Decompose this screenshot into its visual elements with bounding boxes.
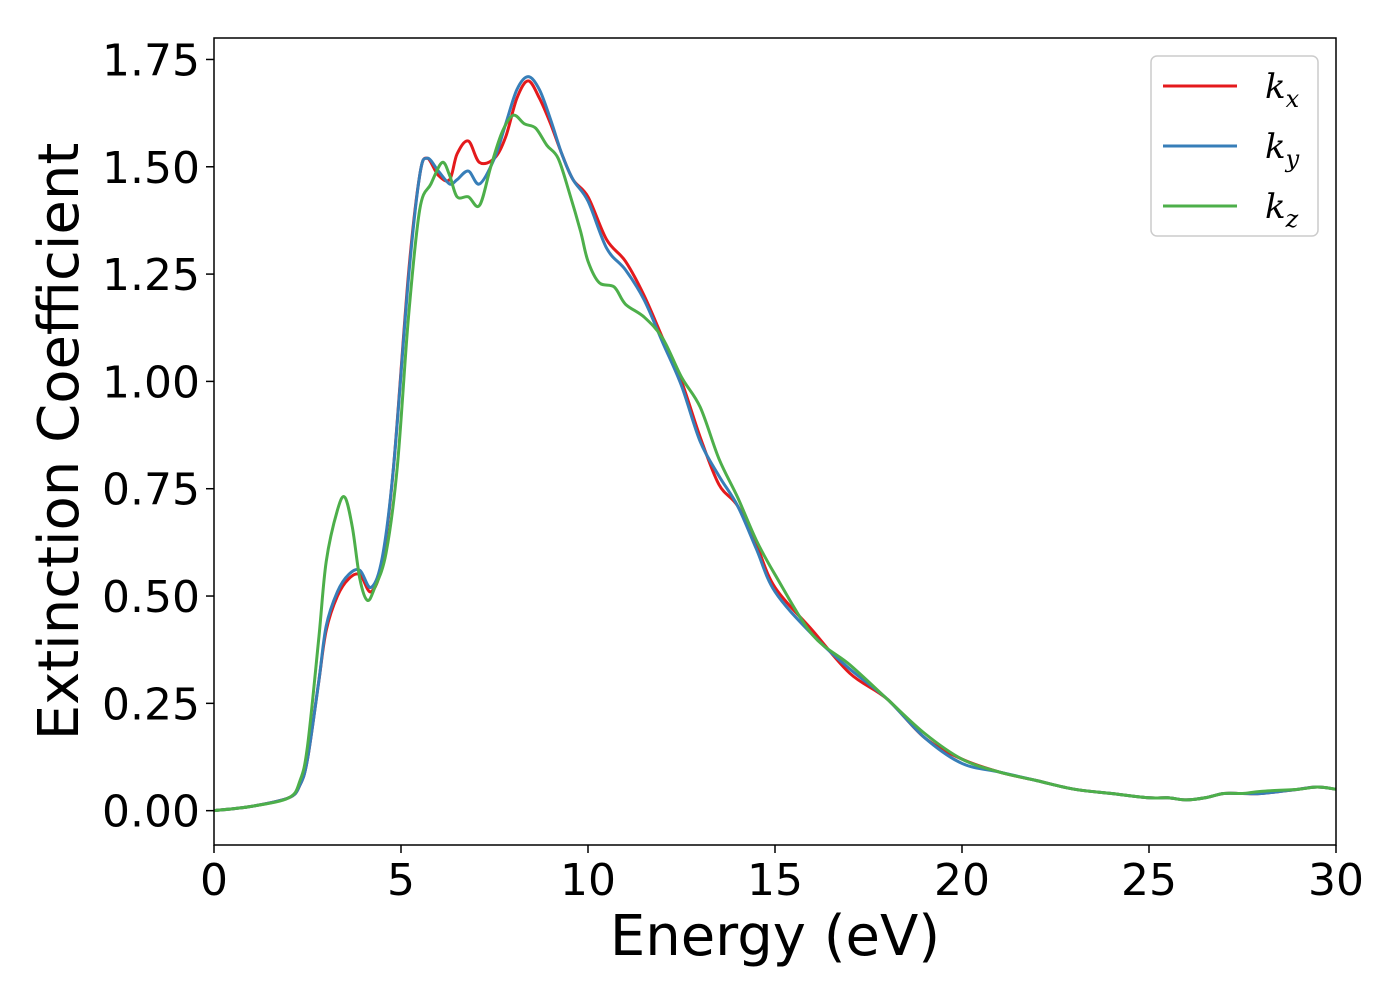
legend-label-base: k xyxy=(1265,67,1286,107)
x-tick-label: 20 xyxy=(934,855,990,906)
series-line-z xyxy=(214,113,1336,813)
legend-label-base: k xyxy=(1265,127,1286,167)
legend-label-subscript: z xyxy=(1285,205,1299,233)
legend-label-x: kx xyxy=(1265,67,1300,113)
y-tick-label: 1.25 xyxy=(102,250,200,301)
legend-label-y: ky xyxy=(1265,127,1300,173)
x-axis-ticks: 0 5 10 15 20 25 30 xyxy=(200,845,1364,906)
series-layer xyxy=(214,75,1336,813)
y-tick-label: 0.50 xyxy=(102,572,200,623)
x-tick-label: 15 xyxy=(747,855,803,906)
x-tick-label: 30 xyxy=(1308,855,1364,906)
legend-label-subscript: y xyxy=(1285,145,1300,173)
legend-label-subscript: x xyxy=(1286,85,1300,113)
y-tick-label: 1.00 xyxy=(102,357,200,408)
x-tick-label: 25 xyxy=(1121,855,1177,906)
x-axis-label: Energy (eV) xyxy=(610,904,940,969)
x-tick-label: 10 xyxy=(560,855,616,906)
x-tick-label: 5 xyxy=(387,855,415,906)
y-tick-label: 1.75 xyxy=(102,35,200,86)
y-axis-ticks: 0.00 0.25 0.50 0.75 1.00 1.25 1.50 1.75 xyxy=(102,35,214,838)
y-tick-label: 0.00 xyxy=(102,787,200,838)
legend-label-z: kz xyxy=(1265,187,1299,233)
y-tick-label: 1.50 xyxy=(102,143,200,194)
y-tick-label: 0.75 xyxy=(102,465,200,516)
x-tick-label: 0 xyxy=(200,855,228,906)
y-tick-label: 0.25 xyxy=(102,679,200,730)
legend-label-base: k xyxy=(1265,187,1286,227)
y-axis-label: Extinction Coefficient xyxy=(27,143,92,741)
